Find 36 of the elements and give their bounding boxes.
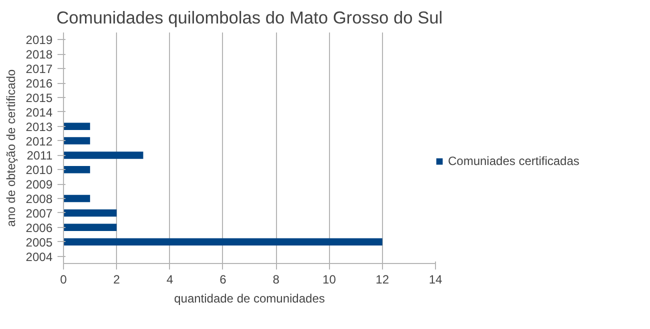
y-tick-label: 2018: [26, 48, 53, 62]
bar: [64, 152, 144, 159]
bar: [64, 122, 90, 130]
x-tick-label: 4: [166, 272, 174, 286]
y-tick-label: 2016: [26, 76, 53, 91]
bar: [64, 166, 90, 174]
y-tick-label: 2013: [26, 120, 53, 134]
y-tick-label: 2015: [26, 90, 53, 105]
y-tick-label: 2010: [26, 163, 53, 178]
y-axis-title: ano de obteção de certificado: [4, 68, 18, 227]
bar: [64, 209, 117, 217]
x-tick-label: 6: [220, 272, 227, 286]
y-tick-label: 2008: [26, 192, 53, 206]
x-axis-title: quantidade de comunidades: [174, 292, 325, 306]
y-tick-label: 2011: [26, 148, 53, 163]
bar: [64, 137, 90, 144]
legend-label: Comuniades certificadas: [448, 154, 580, 168]
y-tick-label: 2007: [26, 206, 53, 220]
bar: [64, 224, 117, 232]
x-tick-label: 14: [428, 272, 442, 286]
y-tick-label: 2019: [26, 33, 53, 48]
y-tick-label: 2009: [26, 178, 53, 192]
y-tick-label: 2005: [26, 235, 53, 250]
x-tick-label: 8: [272, 272, 280, 286]
chart-title: Comunidades quilombolas do Mato Grosso do Sul: [56, 8, 443, 28]
x-tick-label: 0: [60, 272, 68, 286]
y-tick-label: 2006: [26, 220, 53, 235]
bar: [64, 238, 382, 246]
x-tick-label: 12: [376, 272, 390, 286]
bar: [64, 194, 90, 202]
y-tick-label: 2004: [26, 250, 53, 264]
x-tick-label: 2: [113, 272, 120, 286]
y-tick-label: 2017: [26, 62, 53, 76]
x-tick-label: 10: [322, 272, 336, 286]
y-tick-label: 2014: [26, 105, 53, 120]
y-tick-label: 2012: [26, 134, 53, 148]
